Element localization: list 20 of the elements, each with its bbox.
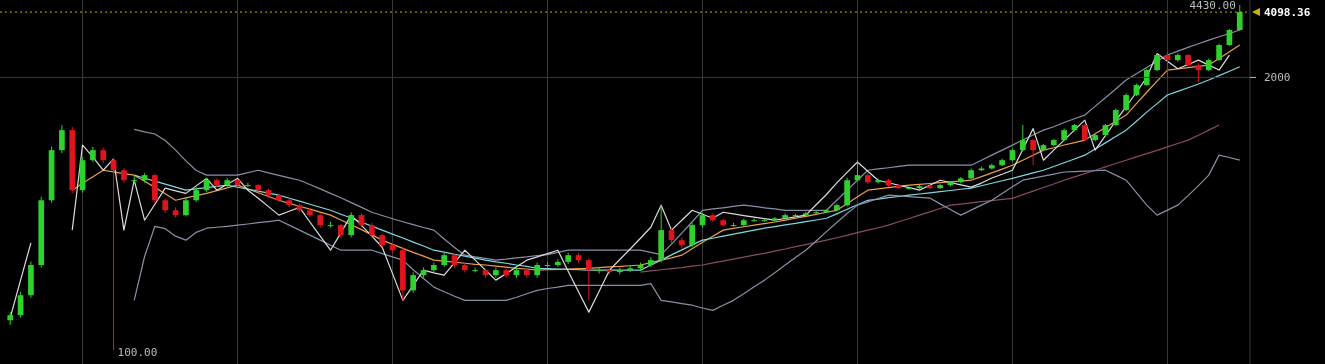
annotation: 4430.00: [1189, 0, 1236, 12]
line-series: [133, 154, 1241, 311]
candlestick: [410, 271, 417, 294]
candlestick: [183, 197, 189, 217]
candlestick: [875, 177, 881, 184]
line-series: [639, 124, 1220, 273]
candlestick: [1236, 4, 1243, 32]
candlestick: [59, 124, 65, 154]
candlestick: [245, 182, 251, 188]
y-tick-label: 4098.36: [1264, 5, 1311, 19]
candlestick: [751, 217, 757, 223]
candlestick: [1019, 124, 1026, 152]
candlestick: [689, 222, 695, 248]
annotation: 100.00: [117, 346, 158, 360]
candlestick: [782, 212, 788, 221]
candlestick: [586, 257, 592, 301]
candlestick: [813, 210, 819, 215]
y-tick-label: 2000: [1264, 71, 1291, 85]
candlestick: [1030, 138, 1036, 166]
candlestick: [348, 211, 355, 238]
